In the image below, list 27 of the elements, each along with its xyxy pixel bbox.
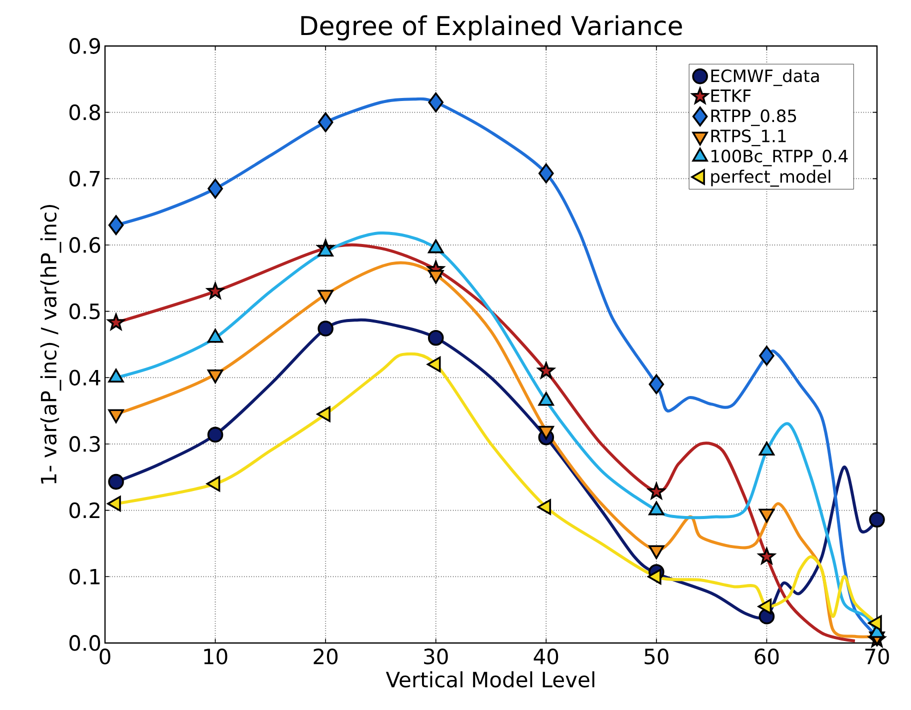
x-tick-label: 30: [424, 648, 448, 664]
legend-label: RTPS_1.1: [711, 130, 786, 146]
x-tick-label: 60: [754, 648, 779, 664]
y-tick-label: 0.8: [69, 104, 100, 120]
legend-label: perfect_model: [711, 170, 830, 187]
x-tick-label: 20: [314, 648, 338, 664]
legend-label: ETKF: [711, 90, 751, 102]
x-tick-label: 50: [644, 648, 668, 664]
y-tick-label: 0.1: [69, 568, 100, 585]
x-tick-label: 70: [865, 648, 889, 664]
y-tick-label: 0.6: [69, 237, 100, 253]
y-tick-label: 0.3: [69, 436, 100, 452]
legend-label: RTPP_0.85: [711, 109, 796, 126]
chart-title: Degree of Explained Variance: [301, 15, 682, 40]
x-tick-label: 10: [204, 648, 228, 664]
y-tick-label: 0.4: [69, 370, 100, 386]
y-axis-title: 1- var(aP_inc) / var(hP_inc): [40, 205, 62, 484]
y-tick-label: 0.0: [69, 635, 100, 651]
y-tick-label: 0.2: [69, 502, 100, 518]
x-axis-title: Vertical Model Level: [386, 671, 594, 688]
y-tick-label: 0.5: [69, 303, 100, 320]
x-tick-label: 0: [100, 648, 110, 664]
y-tick-label: 0.7: [69, 170, 100, 187]
y-tick-label: 0.9: [69, 38, 100, 54]
x-tick-label: 40: [534, 648, 558, 664]
legend-label: 100Bc_RTPP_0.4: [712, 150, 848, 166]
legend-label: ECMWF_data: [711, 69, 819, 86]
